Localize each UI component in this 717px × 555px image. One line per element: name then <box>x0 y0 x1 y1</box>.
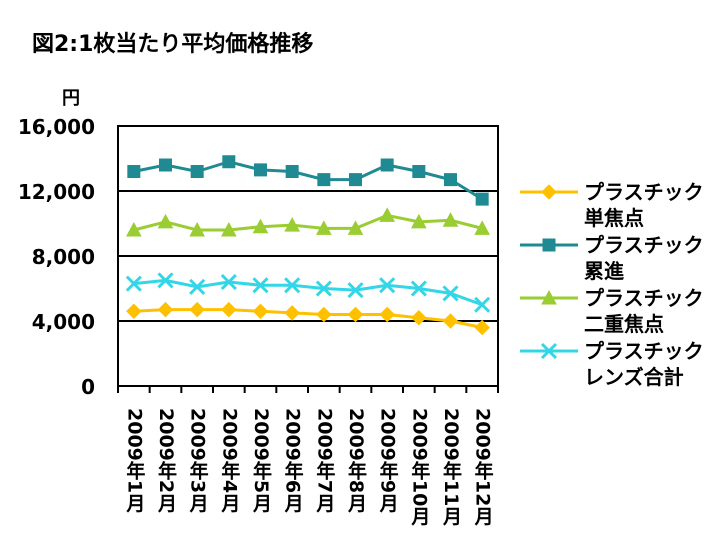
data-point <box>475 192 489 206</box>
data-point <box>157 301 174 318</box>
legend-label: プラスチック <box>584 180 704 204</box>
gridlines <box>118 190 498 322</box>
x-tick-label: 2009年8月 <box>345 408 368 513</box>
data-point <box>221 301 237 318</box>
x-tick-label: 2009年9月 <box>377 408 400 513</box>
data-point <box>127 165 141 178</box>
data-point <box>252 218 269 234</box>
data-point <box>410 280 427 297</box>
data-point <box>379 207 396 222</box>
data-point <box>125 221 142 237</box>
x-tick-label: 2009年7月 <box>313 408 336 513</box>
data-point <box>315 220 332 235</box>
legend-marker <box>541 289 557 305</box>
data-point <box>189 301 205 318</box>
legend-label: プラスチック <box>584 286 704 310</box>
data-point <box>284 217 301 232</box>
series-line <box>133 278 483 307</box>
x-tick-label: 2009年12月 <box>472 408 495 526</box>
series <box>125 207 491 237</box>
x-tick-label: 2009年1月 <box>123 408 146 513</box>
data-point <box>347 220 364 235</box>
data-point <box>412 165 426 178</box>
y-tick-label: 0 <box>81 375 95 399</box>
series-line <box>133 213 483 232</box>
x-tick-label: 2009年6月 <box>282 408 305 513</box>
data-point <box>317 173 331 187</box>
data-point <box>379 277 396 294</box>
legend-marker <box>542 238 556 252</box>
data-point <box>349 173 362 187</box>
data-point <box>285 165 299 178</box>
y-tick-label: 4,000 <box>32 310 95 334</box>
data-point <box>347 282 364 299</box>
data-point <box>125 275 142 292</box>
data-point <box>411 310 427 326</box>
legend-label: プラスチック <box>584 233 704 257</box>
data-point <box>284 305 300 321</box>
data-point <box>474 296 491 313</box>
x-tick-label: 2009年11月 <box>440 408 463 526</box>
y-axis-unit: 円 <box>62 88 80 109</box>
data-point <box>474 319 490 336</box>
data-point <box>284 277 301 294</box>
legend-label: プラスチック <box>584 339 704 363</box>
data-point <box>410 213 427 229</box>
x-axis-ticks: 2009年1月 2009年2月 2009年3月 2009年4月 2009年5月 2009年… <box>117 386 499 526</box>
data-point <box>189 221 206 237</box>
x-tick-label: 2009年10月 <box>408 408 431 526</box>
data-point <box>222 155 236 169</box>
data-point <box>379 306 395 323</box>
legend-label: 単焦点 <box>584 206 644 230</box>
data-point <box>220 273 237 291</box>
series <box>125 272 491 313</box>
data-point <box>220 221 237 237</box>
x-tick-label: 2009年4月 <box>218 408 241 513</box>
x-tick-label: 2009年5月 <box>250 408 273 513</box>
legend-label: 二重焦点 <box>584 312 664 336</box>
data-point <box>159 158 172 172</box>
data-point <box>444 173 457 187</box>
data-point <box>254 163 267 177</box>
data-point <box>315 280 332 297</box>
data-point <box>474 220 491 235</box>
legend-label: 累進 <box>584 259 624 283</box>
data-point <box>252 303 269 319</box>
legend-marker <box>541 184 557 200</box>
data-point <box>442 313 459 329</box>
data-point <box>442 285 459 302</box>
data-point <box>126 303 142 319</box>
y-tick-label: 8,000 <box>32 245 95 269</box>
x-tick-label: 2009年3月 <box>187 408 210 513</box>
data-point <box>157 213 174 229</box>
series-group <box>125 155 491 336</box>
data-point <box>189 278 206 295</box>
data-point <box>380 158 394 172</box>
y-axis-ticks: 0 4,000 8,000 12,000 16,000 <box>18 115 95 399</box>
data-point <box>316 306 332 323</box>
data-point <box>190 165 204 178</box>
data-point <box>442 212 459 227</box>
data-point <box>347 306 364 323</box>
series <box>127 155 489 206</box>
y-tick-label: 12,000 <box>18 180 95 204</box>
x-tick-label: 2009年2月 <box>155 408 178 513</box>
data-point <box>157 272 174 289</box>
y-tick-label: 16,000 <box>18 115 95 139</box>
series <box>126 301 490 336</box>
chart-title: 図2:1枚当たり平均価格推移 <box>32 31 313 57</box>
legend-label: レンズ合計 <box>584 365 684 389</box>
data-point <box>252 277 269 294</box>
legend-marker <box>540 342 558 360</box>
